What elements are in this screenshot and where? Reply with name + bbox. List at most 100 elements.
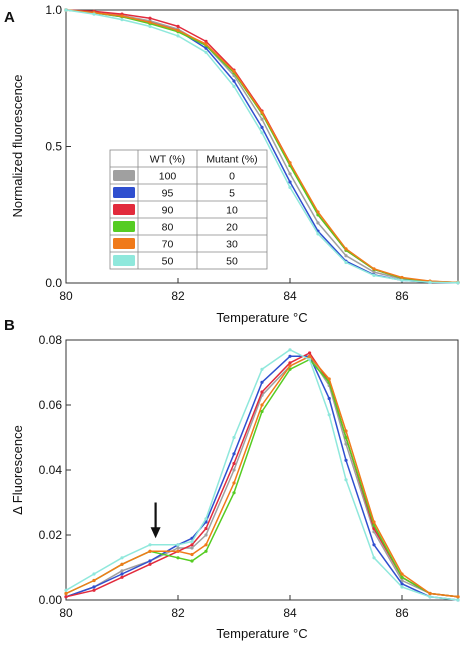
panel-a-data-point bbox=[204, 50, 208, 54]
panel-b-data-point bbox=[327, 396, 331, 401]
panel-a-data-point bbox=[204, 46, 208, 50]
panel-b-data-point bbox=[176, 546, 180, 550]
panel-b-data-point bbox=[120, 572, 124, 576]
panel-b-data-point bbox=[232, 461, 236, 466]
panel-b-series-group bbox=[64, 348, 460, 602]
panel-a-data-point bbox=[372, 273, 376, 277]
panel-b-data-point bbox=[92, 585, 96, 589]
panel-a-data-point bbox=[372, 267, 376, 271]
panel-a-y-tick-label: 0.5 bbox=[45, 140, 62, 154]
panel-a-data-point bbox=[288, 180, 292, 184]
panel-b-data-point bbox=[428, 591, 432, 596]
panel-a-data-point bbox=[204, 42, 208, 46]
legend-wt-value: 70 bbox=[162, 239, 174, 251]
panel-b-data-point bbox=[260, 403, 264, 407]
panel-b-data-point bbox=[190, 559, 194, 563]
panel-b-data-point bbox=[148, 549, 152, 553]
panel-a-data-point bbox=[148, 24, 152, 28]
panel-b-data-point bbox=[288, 348, 292, 352]
panel-a-data-point bbox=[148, 20, 152, 24]
panel-b-data-point bbox=[400, 582, 404, 586]
panel-b-data-point bbox=[428, 595, 432, 599]
panel-a-ticks: 80 82 84 86 0.0 0.5 1.0 bbox=[45, 3, 409, 303]
panel-b-data-point bbox=[190, 552, 194, 557]
panel-b-data-point bbox=[260, 390, 264, 394]
panel-b-data-point bbox=[148, 543, 152, 547]
panel-b-data-point bbox=[204, 517, 208, 521]
panel-a-legend-table: WT (%) Mutant (%) 100 0 95 5 90 10 80 20 70 30 50 50 bbox=[109, 149, 268, 270]
panel-a-normalized-fluorescence-chart: A 80 82 84 86 0.0 0.5 1.0 Temperature °C Norma… bbox=[4, 3, 460, 325]
panel-b-data-point bbox=[92, 572, 96, 576]
panel-b-data-point bbox=[204, 526, 208, 531]
panel-b-data-point bbox=[260, 380, 264, 384]
panel-b-y-tick-label: 0.04 bbox=[39, 463, 63, 477]
panel-a-x-axis-title: Temperature °C bbox=[216, 310, 307, 325]
legend-wt-value: 50 bbox=[162, 256, 174, 268]
panel-b-data-point bbox=[288, 367, 292, 371]
panel-b-data-point bbox=[372, 543, 376, 547]
panel-b-plot-frame bbox=[65, 339, 459, 601]
panel-b-data-point bbox=[372, 520, 376, 524]
panel-a-data-point bbox=[120, 18, 124, 22]
panel-b-data-point bbox=[288, 364, 292, 368]
panel-a-data-point bbox=[344, 247, 348, 251]
panel-b-data-point bbox=[308, 357, 312, 362]
panel-a-letter: A bbox=[4, 9, 15, 26]
panel-b-data-point bbox=[190, 539, 194, 544]
legend-header-wt: WT (%) bbox=[150, 154, 185, 166]
panel-a-x-tick-label: 80 bbox=[59, 289, 73, 303]
panel-b-y-tick-label: 0.06 bbox=[39, 398, 63, 412]
panel-b-data-point bbox=[344, 478, 348, 482]
panel-b-data-point bbox=[400, 572, 404, 576]
panel-b-data-point bbox=[260, 409, 264, 414]
panel-a-data-point bbox=[316, 221, 320, 225]
legend-background bbox=[109, 149, 268, 270]
legend-swatch bbox=[113, 221, 135, 232]
panel-a-series-group bbox=[64, 8, 460, 285]
panel-a-data-point bbox=[456, 281, 460, 285]
panel-b-data-point bbox=[308, 351, 312, 355]
panel-b-data-point bbox=[288, 361, 292, 365]
panel-a-data-point bbox=[64, 8, 68, 12]
panel-a-data-point bbox=[232, 84, 236, 88]
panel-b-data-point bbox=[92, 588, 96, 592]
panel-b-data-point bbox=[400, 578, 404, 583]
panel-a-data-point bbox=[400, 275, 404, 280]
panel-b-series-line-2 bbox=[65, 352, 459, 598]
panel-b-data-point bbox=[308, 354, 312, 358]
legend-swatch bbox=[113, 187, 135, 198]
panel-b-data-point bbox=[120, 562, 124, 566]
panel-b-data-point bbox=[232, 491, 236, 495]
panel-a-y-axis-title: Normalized fluorescence bbox=[10, 74, 25, 217]
panel-a-data-point bbox=[372, 270, 376, 274]
panel-b-x-tick-label: 84 bbox=[283, 606, 297, 620]
panel-b-data-point bbox=[400, 585, 404, 589]
panel-b-data-point bbox=[327, 413, 331, 417]
panel-b-data-point bbox=[456, 595, 460, 599]
panel-a-data-point bbox=[260, 117, 264, 121]
panel-b-x-axis-title: Temperature °C bbox=[216, 626, 307, 641]
panel-b-data-point bbox=[204, 543, 208, 547]
panel-a-x-tick-label: 86 bbox=[395, 289, 409, 303]
panel-a-data-point bbox=[92, 12, 96, 16]
panel-a-data-point bbox=[204, 39, 208, 44]
legend-swatch bbox=[113, 238, 135, 249]
panel-b-data-point bbox=[190, 543, 194, 547]
panel-a-data-point bbox=[316, 210, 320, 214]
legend-header-mutant: Mutant (%) bbox=[206, 154, 257, 166]
panel-a-y-tick-label: 1.0 bbox=[45, 3, 62, 17]
legend-mutant-value: 0 bbox=[229, 171, 235, 183]
panel-a-data-point bbox=[316, 232, 320, 236]
legend-mutant-value: 30 bbox=[226, 239, 238, 251]
down-arrow-icon bbox=[150, 527, 161, 539]
panel-a-data-point bbox=[288, 161, 292, 165]
panel-b-data-point bbox=[232, 468, 236, 472]
panel-a-data-point bbox=[232, 69, 236, 73]
panel-b-data-point bbox=[327, 377, 331, 381]
legend-wt-value: 80 bbox=[162, 222, 174, 234]
panel-a-data-point bbox=[176, 24, 180, 28]
panel-b-data-point bbox=[92, 578, 96, 583]
legend-swatch bbox=[113, 204, 135, 215]
panel-b-data-point bbox=[344, 435, 348, 440]
panel-a-data-point bbox=[148, 16, 152, 20]
